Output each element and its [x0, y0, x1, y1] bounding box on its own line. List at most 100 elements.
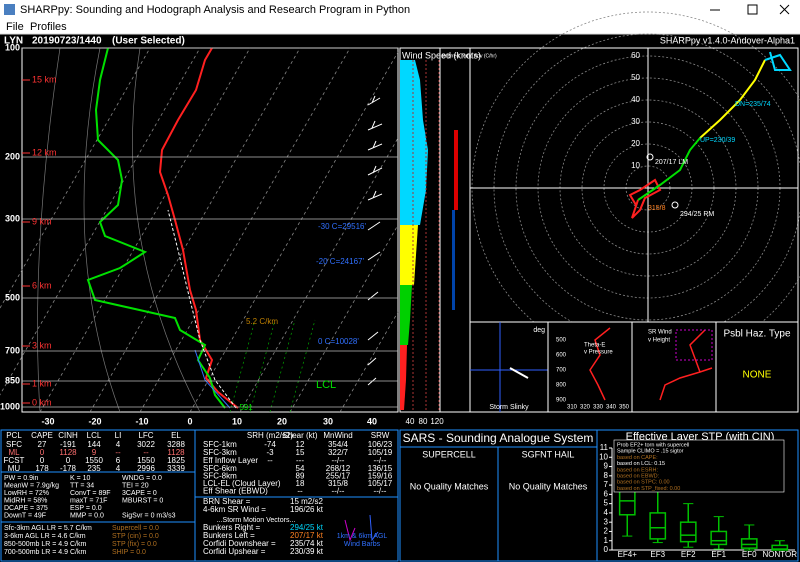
stp-legend-entry: Prob EF2+ torn with supercell — [617, 442, 689, 448]
stp-y-tick: 2 — [604, 527, 609, 536]
wind-speed-tick: 80 — [419, 417, 428, 426]
theta-e-pressure: 900 — [556, 398, 567, 404]
theta-e-trace — [589, 327, 611, 401]
theta-e-tick: 330 — [593, 405, 604, 411]
kinematic-cell: LCL-EL (Cloud Layer) — [203, 479, 281, 488]
thermo-cell: SFC — [6, 440, 22, 449]
stp-legend-entry: based on STP_fixed: 0.00 — [617, 486, 680, 492]
theta-e-tick: 340 — [606, 405, 617, 411]
index-value: DownT = 49F — [4, 512, 46, 519]
thermo-header: EL — [171, 431, 181, 440]
thermo-cell: MU — [8, 464, 21, 473]
sars-hail: SGFNT HAIL — [522, 449, 575, 459]
thermo-cell: 2996 — [137, 464, 155, 473]
pressure-label: 700 — [5, 345, 20, 355]
kinematic-cell: -- — [267, 456, 273, 465]
kinematic-cell: Eff Shear (EBWD) — [203, 487, 268, 496]
hazard-title: Psbl Haz. Type — [723, 329, 791, 340]
kinematic-header: SRH (m2/s2) — [247, 431, 294, 440]
kinematic-cell: 105/19 — [368, 448, 393, 457]
kinematic-extra: BRN Shear = — [203, 497, 251, 506]
ring-label: 30 — [631, 117, 640, 126]
temp-adv-bar — [452, 210, 455, 310]
stp-legend-box — [613, 439, 785, 493]
skewt-annotation: LCL — [316, 379, 336, 391]
height-label: 12 km — [32, 147, 57, 157]
kinematic-cell: --/-- — [374, 456, 387, 465]
hodograph-trace-upper — [699, 59, 766, 139]
composite-index: STP (cin) = 0.0 — [112, 533, 159, 540]
hodograph-frame — [469, 47, 799, 323]
wind-speed-cyan — [400, 60, 428, 225]
theta-e-tick: 320 — [580, 405, 591, 411]
stp-legend-entry: based on CAPE: — [617, 455, 658, 461]
storm-motion: 230/39 kt — [290, 547, 324, 556]
maximize-button[interactable] — [747, 4, 758, 15]
station: LYN — [4, 36, 23, 47]
stp-legend-entry: Sample CLIMO = .15 sigtor — [617, 449, 684, 455]
slinky-vector — [509, 367, 529, 379]
sr-wind-box — [675, 329, 713, 361]
stp-y-tick: 7 — [604, 480, 609, 489]
hodograph-label: 207/17 LM — [655, 159, 688, 166]
index-value: ConvT = 89F — [70, 490, 111, 497]
barb-6km — [369, 514, 379, 542]
thermo-cell: -- — [143, 448, 149, 457]
ring-label: 50 — [631, 73, 640, 82]
thermo-cell: 6 — [116, 456, 121, 465]
storm-motion: 235/74 kt — [290, 539, 324, 548]
stp-category: EF4+ — [618, 550, 638, 559]
thermo-header: LCL — [87, 431, 102, 440]
box — [679, 521, 697, 543]
theta-e-tick: 350 — [619, 405, 630, 411]
stp-legend-entry: based on ESRH: — [617, 467, 658, 473]
lapse-rate: 3-6km AGL LR = 4.6 C/km — [4, 533, 86, 540]
dry-adiabats — [37, 47, 201, 413]
temp-label: 30 — [323, 416, 333, 426]
thermo-cell: 235 — [87, 464, 101, 473]
storm-motion: Bunkers Right = — [203, 523, 260, 532]
thermo-cell: 27 — [38, 440, 47, 449]
index-value: maxT = 71F — [70, 497, 107, 504]
storm-motion-title: ...Storm Motion Vectors... — [217, 517, 296, 524]
temp-label: 0 — [187, 416, 192, 426]
theta-e-pressure: 600 — [556, 353, 567, 359]
composite-index: SHIP = 0.0 — [112, 549, 146, 556]
stp-y-tick: 11 — [600, 443, 609, 452]
menu-bar — [0, 20, 800, 34]
kinematic-extra: 4-6km SR Wind = — [203, 505, 266, 514]
composite-index: STP (fix) = 0.0 — [112, 541, 157, 548]
window-title: SHARPpy: Sounding and Hodograph Analysis… — [20, 4, 410, 16]
box — [771, 544, 789, 551]
hazard-panel — [715, 321, 799, 413]
menu-item[interactable]: Profiles — [30, 21, 67, 33]
stp-category: EF0 — [742, 550, 757, 559]
slinky-title: Storm Slinky — [489, 404, 529, 411]
wind-speed-green — [400, 285, 412, 345]
right-mover-marker — [671, 201, 679, 209]
ring-label: 20 — [631, 139, 640, 148]
kinematic-extra: 15 m2/s2 — [290, 497, 323, 506]
app-icon — [4, 4, 15, 15]
close-button[interactable] — [779, 4, 790, 15]
sounding-source: (User Selected) — [112, 36, 185, 47]
box — [710, 530, 728, 546]
menu-item[interactable]: File — [6, 21, 24, 33]
height-label: 6 km — [32, 280, 52, 290]
pressure-label: 500 — [5, 292, 20, 302]
barb-1km — [344, 519, 356, 542]
kinematic-panel — [194, 429, 399, 562]
stp-legend-entry: based on STPC: 0.00 — [617, 480, 670, 486]
wind-speed-title: Wind Speed (knots) — [402, 50, 481, 60]
pressure-label: 300 — [5, 213, 20, 223]
temp-label: -30 — [41, 416, 54, 426]
index-value: TT = 34 — [70, 482, 94, 489]
temp-label: 10 — [232, 416, 242, 426]
stp-y-tick: 3 — [604, 517, 609, 526]
kinematic-cell: -3 — [266, 448, 274, 457]
stp-y-tick: 1 — [604, 536, 609, 545]
hodograph-trace-low — [628, 178, 662, 219]
pressure-label: 850 — [5, 375, 20, 385]
stp-y-tick: 4 — [604, 508, 609, 517]
ring-label: 60 — [631, 51, 640, 60]
